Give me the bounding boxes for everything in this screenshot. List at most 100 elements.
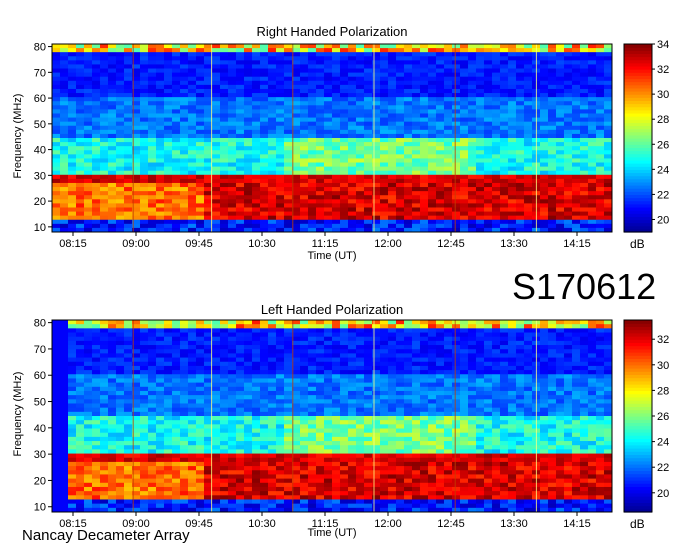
spectrogram-cell bbox=[212, 349, 221, 354]
spectrogram-cell bbox=[244, 357, 253, 363]
spectrogram-cell bbox=[212, 64, 221, 70]
colorbar-segment bbox=[624, 78, 652, 83]
spectrogram-cell bbox=[84, 133, 93, 139]
spectrogram-cell bbox=[204, 76, 213, 82]
spectrogram-cell bbox=[52, 432, 61, 438]
spectrogram-cell bbox=[228, 191, 237, 196]
spectrogram-cell bbox=[172, 386, 181, 392]
spectrogram-cell bbox=[116, 211, 125, 217]
spectrogram-cell bbox=[52, 365, 61, 371]
spectrogram-cell bbox=[52, 470, 61, 475]
spectrogram-cell bbox=[444, 113, 453, 119]
spectrogram-cell bbox=[404, 44, 413, 49]
spectrogram-cell bbox=[580, 170, 589, 176]
spectrogram-cell bbox=[580, 105, 589, 110]
spectrogram-cell bbox=[412, 93, 421, 98]
spectrogram-cell bbox=[100, 486, 109, 492]
spectrogram-cell bbox=[316, 470, 325, 475]
spectrogram-cell bbox=[116, 129, 125, 135]
spectrogram-cell bbox=[364, 117, 373, 123]
spectrogram-cell bbox=[396, 162, 405, 168]
spectrogram-cell bbox=[260, 378, 269, 384]
spectrogram-cell bbox=[356, 142, 365, 147]
spectrogram-cell bbox=[308, 203, 317, 208]
spectrogram-cell bbox=[132, 466, 141, 471]
spectrogram-cell bbox=[268, 109, 277, 114]
y-tick-label: 40 bbox=[34, 145, 46, 157]
spectrogram-cell bbox=[196, 162, 205, 168]
spectrogram-cell bbox=[204, 466, 213, 471]
spectrogram-cell bbox=[164, 395, 173, 400]
colorbar-segment bbox=[624, 222, 652, 227]
spectrogram-cell bbox=[348, 64, 357, 70]
spectrogram-cell bbox=[388, 158, 397, 164]
spectrogram-cell bbox=[276, 158, 285, 164]
spectrogram-cell bbox=[188, 453, 197, 459]
spectrogram-cell bbox=[484, 150, 493, 155]
spectrogram-cell bbox=[452, 76, 461, 82]
spectrogram-cell bbox=[388, 84, 397, 90]
spectrogram-cell bbox=[108, 88, 117, 94]
spectrogram-cell bbox=[52, 382, 61, 388]
spectrogram-cell bbox=[428, 88, 437, 94]
spectrogram-cell bbox=[68, 113, 77, 119]
spectrogram-cell bbox=[108, 80, 117, 86]
spectrogram-cell bbox=[132, 52, 141, 57]
spectrogram-cell bbox=[308, 370, 317, 375]
colorbar-segment bbox=[624, 56, 652, 61]
spectrogram-cell bbox=[228, 133, 237, 139]
spectrogram-cell bbox=[108, 44, 117, 49]
spectrogram-cell bbox=[268, 44, 277, 49]
spectrogram-cell bbox=[84, 470, 93, 475]
spectrogram-cell bbox=[332, 470, 341, 475]
spectrogram-cell bbox=[196, 60, 205, 65]
spectrogram-cell bbox=[252, 207, 261, 213]
spectrogram-cell bbox=[180, 420, 189, 425]
spectrogram-cell bbox=[388, 97, 397, 102]
spectrogram-cell bbox=[276, 491, 285, 496]
spectrogram-cell bbox=[172, 44, 181, 49]
spectrogram-cell bbox=[348, 44, 357, 49]
spectrogram-cell bbox=[428, 207, 437, 213]
colorbar-segment bbox=[624, 144, 652, 148]
spectrogram-cell bbox=[188, 349, 197, 354]
spectrogram-cell bbox=[196, 403, 205, 409]
spectrogram-cell bbox=[188, 445, 197, 450]
spectrogram-cell bbox=[164, 219, 173, 225]
colorbar-segment bbox=[624, 109, 652, 114]
spectrogram-cell bbox=[252, 390, 261, 396]
colorbar-tick-label: 24 bbox=[657, 164, 669, 176]
spectrogram-cell bbox=[60, 68, 69, 74]
spectrogram-cell bbox=[604, 109, 613, 114]
spectrogram-cell bbox=[284, 146, 293, 151]
spectrogram-cell bbox=[156, 432, 165, 438]
spectrogram-cell bbox=[516, 219, 525, 225]
spectrogram-cell bbox=[244, 191, 253, 196]
spectrogram-cell bbox=[252, 436, 261, 442]
spectrogram-cell bbox=[164, 503, 173, 509]
spectrogram-cell bbox=[92, 445, 101, 450]
spectrogram-cell bbox=[604, 162, 613, 168]
spectrogram-cell bbox=[300, 158, 309, 164]
spectrogram-cell bbox=[284, 154, 293, 159]
spectrogram-cell bbox=[52, 486, 61, 492]
spectrogram-cell bbox=[164, 470, 173, 475]
spectrogram-cell bbox=[68, 129, 77, 135]
spectrogram-cell bbox=[108, 457, 117, 463]
spectrogram-cell bbox=[324, 486, 333, 492]
spectrogram-cell bbox=[76, 191, 85, 196]
spectrogram-cell bbox=[84, 158, 93, 164]
spectrogram-cell bbox=[260, 138, 269, 143]
spectrogram-cell bbox=[172, 361, 181, 367]
spectrogram-cell bbox=[332, 345, 341, 350]
spectrogram-cell bbox=[508, 203, 517, 208]
spectrogram-cell bbox=[204, 211, 213, 217]
spectrogram-cell bbox=[204, 386, 213, 392]
spectrogram-cell bbox=[76, 187, 85, 192]
spectrogram-cell bbox=[60, 162, 69, 168]
spectrogram-cell bbox=[268, 125, 277, 131]
spectrogram-cell bbox=[372, 117, 381, 123]
spectrogram-cell bbox=[244, 399, 253, 404]
spectrogram-cell bbox=[276, 386, 285, 392]
spectrogram-cell bbox=[212, 211, 221, 217]
